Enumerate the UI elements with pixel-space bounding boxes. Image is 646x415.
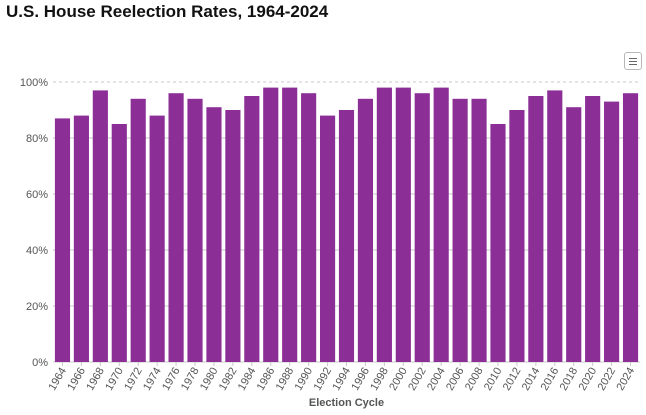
chart-title: U.S. House Reelection Rates, 1964-2024 — [6, 2, 329, 21]
bar-1994[interactable] — [338, 110, 355, 362]
bar-1966[interactable] — [73, 115, 89, 362]
x-tick-label: 1996 — [349, 366, 372, 393]
x-tick-label: 1982 — [217, 366, 240, 393]
menu-line — [629, 58, 637, 59]
x-tick-label: 1994 — [330, 366, 353, 393]
x-tick-label: 1986 — [255, 366, 278, 393]
bar-2012[interactable] — [509, 110, 525, 362]
x-axis-title: Election Cycle — [309, 397, 384, 409]
x-tick-label: 2020 — [577, 366, 600, 393]
x-tick-label: 2016 — [539, 366, 562, 393]
bar-1992[interactable] — [319, 115, 336, 362]
bar-1972[interactable] — [130, 98, 146, 363]
x-tick-label: 1980 — [198, 366, 221, 393]
bar-2024[interactable] — [622, 93, 639, 362]
y-tick-label: 20% — [26, 301, 48, 313]
x-tick-label: 1990 — [293, 366, 316, 393]
x-tick-label: 2010 — [482, 366, 505, 393]
bar-1996[interactable] — [357, 98, 374, 363]
bar-1990[interactable] — [301, 93, 317, 362]
x-tick-label: 2000 — [387, 366, 410, 393]
bar-2016[interactable] — [547, 90, 563, 363]
bar-2006[interactable] — [452, 98, 468, 363]
x-tick-label: 1974 — [141, 366, 164, 393]
y-axis-ticks: 0% 20% 40% 60% 80% 100% — [20, 77, 48, 369]
x-tick-label: 2002 — [406, 366, 429, 393]
x-tick-label: 2012 — [501, 366, 524, 393]
bar-2008[interactable] — [471, 98, 487, 363]
bar-1976[interactable] — [168, 93, 184, 362]
bar-1970[interactable] — [111, 124, 127, 362]
x-tick-label: 1984 — [236, 366, 259, 393]
x-tick-label: 2014 — [520, 366, 543, 393]
bar-2022[interactable] — [604, 101, 620, 362]
y-tick-label: 60% — [26, 189, 48, 201]
y-tick-label: 40% — [26, 245, 48, 257]
y-tick-label: 80% — [26, 133, 48, 145]
bar-1998[interactable] — [376, 87, 392, 362]
bar-2010[interactable] — [490, 124, 506, 362]
hamburger-menu-icon[interactable] — [624, 52, 642, 70]
bars — [54, 87, 639, 363]
bar-1982[interactable] — [225, 110, 241, 362]
x-tick-label: 2006 — [444, 366, 467, 393]
bar-2018[interactable] — [566, 107, 582, 362]
x-tick-label: 2022 — [596, 366, 619, 393]
bar-2004[interactable] — [433, 87, 449, 362]
x-tick-label: 1998 — [368, 366, 391, 393]
bar-1986[interactable] — [263, 87, 279, 362]
x-tick-label: 1970 — [103, 366, 126, 393]
bar-1988[interactable] — [282, 87, 298, 362]
bar-2014[interactable] — [528, 96, 544, 362]
bar-2020[interactable] — [585, 96, 601, 362]
x-tick-label: 2018 — [558, 366, 581, 393]
x-tick-label: 1972 — [122, 366, 145, 393]
x-tick-label: 2024 — [614, 366, 637, 393]
bar-1978[interactable] — [187, 98, 203, 363]
bar-1964[interactable] — [54, 118, 71, 363]
x-tick-label: 1964 — [46, 366, 69, 393]
bar-1984[interactable] — [244, 96, 260, 362]
x-axis-ticks: 1964196619681970197219741976197819801982… — [46, 362, 637, 393]
y-tick-label: 0% — [32, 357, 48, 369]
bar-1968[interactable] — [92, 90, 108, 363]
menu-line — [629, 61, 637, 62]
x-tick-label: 1976 — [160, 366, 183, 393]
x-tick-label: 1978 — [179, 366, 202, 393]
menu-line — [629, 64, 637, 65]
y-tick-label: 100% — [20, 77, 48, 89]
x-tick-label: 1992 — [312, 366, 335, 393]
x-tick-label: 1968 — [84, 366, 107, 393]
x-tick-label: 1988 — [274, 366, 297, 393]
bar-1974[interactable] — [149, 115, 165, 362]
x-tick-label: 2008 — [463, 366, 486, 393]
x-tick-label: 2004 — [425, 366, 448, 393]
x-tick-label: 1966 — [65, 366, 88, 393]
bar-2000[interactable] — [395, 87, 411, 362]
bar-2002[interactable] — [414, 93, 430, 362]
bar-1980[interactable] — [206, 107, 222, 362]
